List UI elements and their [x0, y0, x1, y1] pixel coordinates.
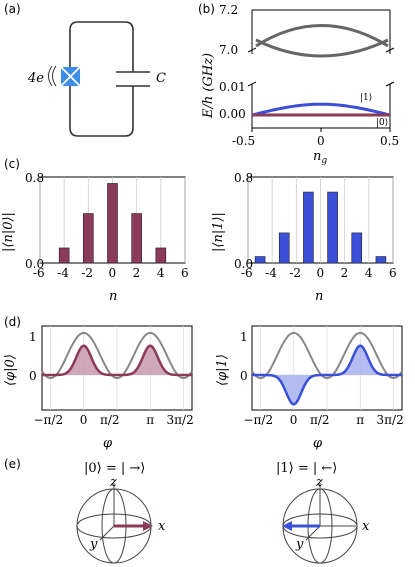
c-right-xtick: 0 [317, 266, 325, 280]
b-xtick-neg: -0.5 [232, 134, 255, 148]
josephson-junction-icon [60, 66, 81, 87]
c-left-xtick: 6 [181, 266, 189, 280]
bloch-left-z: z [109, 475, 117, 490]
circuit-diagram [69, 21, 150, 137]
c-right-bar [375, 256, 387, 264]
c-left-bar [83, 213, 94, 264]
d-left-xtick: 0 [80, 413, 88, 427]
e-right-title: |1⟩ = | ←⟩ [276, 461, 337, 476]
d-left-xlabel: φ [103, 436, 113, 451]
bloch-sphere-left [76, 483, 152, 564]
d-right-xtick: 0 [290, 413, 298, 427]
c-left-ylabel: |⟨n|0⟩| [1, 212, 16, 252]
c-left-xtick: -4 [57, 266, 69, 280]
c-right-bar [351, 232, 363, 264]
c-right-bar [303, 191, 314, 264]
b-series-state-1 [251, 102, 391, 117]
d-left-ylabel: ⟨φ|0⟩ [3, 354, 18, 386]
b-xlabel: ng [313, 149, 327, 166]
c-right-xtick: 4 [365, 266, 373, 280]
b-ylabel: E/h (GHz) [201, 53, 216, 119]
d-left-xtick: 3π/2 [167, 413, 194, 427]
c-left-xtick: -2 [81, 266, 93, 280]
c-right-bar [278, 232, 290, 264]
d-right-xtick: 3π/2 [377, 413, 404, 427]
d-left-chart: −π/2 0 π/2 π 3π/2 [33, 325, 194, 427]
bloch-left-arrowhead [143, 521, 153, 531]
bloch-right-y: y [295, 537, 304, 552]
c-right-ytick-bottom: 0.0 [234, 257, 253, 271]
c-right-xtick: -6 [241, 266, 253, 280]
e-left-title: |0⟩ = | →⟩ [84, 461, 145, 476]
panel-b-label: (b) [198, 2, 215, 16]
c-left-bar [155, 247, 167, 264]
b-tick-7-0: 7.0 [219, 43, 238, 57]
bloch-sphere-right [282, 483, 358, 564]
d-right-ytick-1: 1 [240, 330, 248, 344]
panel-b-upper-axes [247, 9, 395, 54]
c-left-xtick: 0 [109, 266, 117, 280]
d-left-xtick: π/2 [100, 413, 120, 427]
panel-d-label: (d) [4, 315, 21, 329]
d-right-ylabel: ⟨φ|1⟩ [215, 354, 230, 386]
panel-e-label: (e) [4, 457, 21, 471]
c-right-bar [327, 191, 338, 264]
bloch-right-x: x [362, 519, 370, 534]
b-xtick-zero: 0 [317, 134, 325, 148]
c-right-xtick: -4 [265, 266, 277, 280]
d-right-xtick: π/2 [310, 413, 330, 427]
c-left-xtick: -6 [33, 266, 45, 280]
c-left-bar [58, 247, 70, 264]
c-right-bar [254, 256, 266, 264]
d-right-potential [251, 331, 403, 380]
c-left-bar [107, 183, 118, 264]
b-label-state-1: |1⟩ [360, 93, 372, 103]
c-left-xtick: 4 [157, 266, 165, 280]
d-left-xtick: π [146, 413, 154, 427]
bloch-right-z: z [315, 475, 323, 490]
d-right-ytick-0: 0 [240, 369, 248, 383]
c-left-ytick-top: 0.8 [25, 171, 44, 185]
c-right-xtick: -2 [289, 266, 301, 280]
d-left-xtick: −π/2 [33, 413, 63, 427]
c-left-bar [131, 213, 142, 264]
c-left-ytick-bottom: 0.0 [25, 257, 44, 271]
b-tick-0-01: 0.01 [219, 80, 246, 94]
c-right-chart: -6 -4 -2 0 2 4 6 [241, 176, 397, 280]
b-tick-0-00: 0.00 [219, 107, 246, 121]
tunnel-arrows-icon [48, 65, 57, 87]
d-right-xlabel: φ [313, 436, 323, 451]
c-right-ytick-top: 0.8 [234, 171, 253, 185]
d-right-xtick: π [356, 413, 364, 427]
c-right-xlabel: n [315, 289, 323, 304]
panel-b-lower-axes [247, 81, 395, 132]
c-right-xtick: 6 [389, 266, 397, 280]
panel-a-label: (a) [4, 2, 21, 16]
b-tick-7-2: 7.2 [219, 3, 238, 17]
charge-label: 4e [27, 71, 44, 86]
capacitance-label: C [156, 71, 166, 86]
d-left-potential [41, 331, 193, 380]
c-right-ylabel: |⟨n|1⟩| [211, 212, 226, 252]
bloch-right-arrowhead [282, 521, 292, 531]
d-left-fill [42, 345, 192, 375]
c-right-xtick: 2 [341, 266, 349, 280]
c-left-xtick: 2 [133, 266, 141, 280]
d-right-xtick: −π/2 [243, 413, 273, 427]
d-right-chart: −π/2 0 π/2 π 3π/2 [243, 325, 404, 427]
bloch-left-x: x [158, 519, 166, 534]
b-upper-levels [255, 24, 389, 58]
b-xtick-pos: 0.5 [380, 134, 399, 148]
c-left-xlabel: n [109, 289, 117, 304]
panel-c-label: (c) [4, 157, 20, 171]
d-right-wavefunction [252, 344, 402, 406]
bloch-left-y: y [89, 537, 98, 552]
c-left-chart: -6 -4 -2 0 2 4 6 [33, 176, 189, 280]
d-left-wavefunction [42, 344, 192, 377]
b-label-state-0: |0⟩ [376, 118, 388, 128]
d-left-ytick-1: 1 [29, 330, 37, 344]
d-left-ytick-0: 0 [29, 369, 37, 383]
